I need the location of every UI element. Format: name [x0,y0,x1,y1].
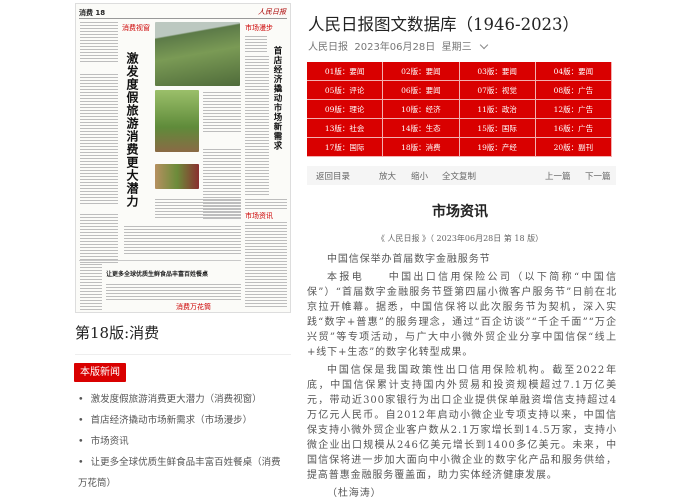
edition-link[interactable]: 04版：要闻 [535,62,612,81]
edition-link[interactable]: 06版：要闻 [383,81,460,100]
zoom-in-button[interactable]: 放大 [379,172,397,182]
masthead-logo: 人民日报 [258,8,286,16]
back-to-index-link[interactable]: 返回目录 [316,172,351,182]
chevron-down-icon[interactable] [479,40,489,50]
edition-link[interactable]: 12版：广告 [535,100,612,119]
tag: 市场漫步 [245,24,273,32]
edition-link[interactable]: 20版：副刊 [535,138,612,157]
edition-link[interactable]: 01版：要闻 [307,62,384,81]
edition-link[interactable]: 13版：社会 [307,119,384,138]
paper-name: 人民日报 [308,42,348,53]
article-body: 中国信保举办首届数字金融服务节 本报电 中国出口信用保险公司（以下简称“中国信保… [307,252,617,504]
edition-news-button[interactable]: 本版新闻 [74,363,126,382]
tag: 市场资讯 [245,212,273,220]
tag: 消费万花筒 [176,303,211,311]
edition-link[interactable]: 15版：国际 [459,119,536,138]
news-list-item[interactable]: 首店经济撬动市场新需求（市场漫步） [78,410,290,431]
edition-link[interactable]: 09版：理论 [307,100,384,119]
edition-link[interactable]: 14版：生态 [383,119,460,138]
photo-grapes [155,164,199,189]
edition-link[interactable]: 10版：经济 [383,100,460,119]
newspaper-page-image[interactable]: 消费 18 人民日报 消费视窗 激发度假旅游消费更大潜力 市场漫步 首店经济撬动… [75,3,291,313]
paper-section-header: 消费 18 [79,9,106,17]
news-list-item[interactable]: 激发度假旅游消费更大潜力（消费视窗） [78,389,290,410]
edition-grid: 01版：要闻 02版：要闻 03版：要闻 04版：要闻 05版：评论 06版：要闻 07版：… [307,62,612,157]
edition-link[interactable]: 08版：广告 [535,81,612,100]
article-byline: 《 人民日报 》（ 2023年06月28日 第 18 版） [376,234,544,243]
database-title: 人民日报图文数据库（1946-2023） [308,15,580,34]
edition-link[interactable]: 16版：广告 [535,119,612,138]
article-title: 市场资讯 [432,204,488,220]
article-author: （杜海涛） [327,488,382,499]
news-list-item[interactable]: 让更多全球优质生鲜食品丰富百姓餐桌（消费万花筒） [78,452,290,494]
photo-resort [155,22,240,86]
tag: 消费视窗 [122,24,150,32]
main-headline: 激发度假旅游消费更大潜力 [125,52,139,208]
edition-link[interactable]: 17版：国际 [307,138,384,157]
article-toolbar: 返回目录 放大 缩小 全文复制 上一篇 下一篇 [307,166,616,185]
weekday: 星期三 [441,42,472,53]
bottom-headline: 让更多全球优质生鲜食品丰富百姓餐桌 [106,271,209,278]
edition-link[interactable]: 19版：产经 [459,138,536,157]
right-headline: 首店经济撬动市场新需求 [272,46,282,151]
edition-link[interactable]: 05版：评论 [307,81,384,100]
copy-fulltext-button[interactable]: 全文复制 [442,172,477,182]
news-list-item[interactable]: 市场资讯 [78,431,290,452]
edition-link[interactable]: 11版：政治 [459,100,536,119]
issue-date: 2023年06月28日 [354,42,436,53]
edition-title: 第18版:消费 [75,324,160,342]
edition-link[interactable]: 18版：消费 [383,138,460,157]
prev-article-link[interactable]: 上一篇 [545,172,571,182]
article-paragraph: 本报电 中国出口信用保险公司（以下简称“中国信保”）“首届数字金融服务节暨第四届… [307,272,617,358]
date-selector[interactable]: 人民日报 2023年06月28日 星期三 [308,38,489,53]
photo-forest [155,90,199,152]
article-headline: 中国信保举办首届数字金融服务节 [327,254,491,265]
divider [75,354,291,355]
zoom-out-button[interactable]: 缩小 [411,172,429,182]
edition-link[interactable]: 07版：视觉 [459,81,536,100]
next-article-link[interactable]: 下一篇 [585,172,611,182]
article-paragraph: 中国信保是我国政策性出口信用保险机构。截至2022年底，中国信保累计支持国内外贸… [307,365,617,481]
edition-link[interactable]: 02版：要闻 [383,62,460,81]
edition-link[interactable]: 03版：要闻 [459,62,536,81]
